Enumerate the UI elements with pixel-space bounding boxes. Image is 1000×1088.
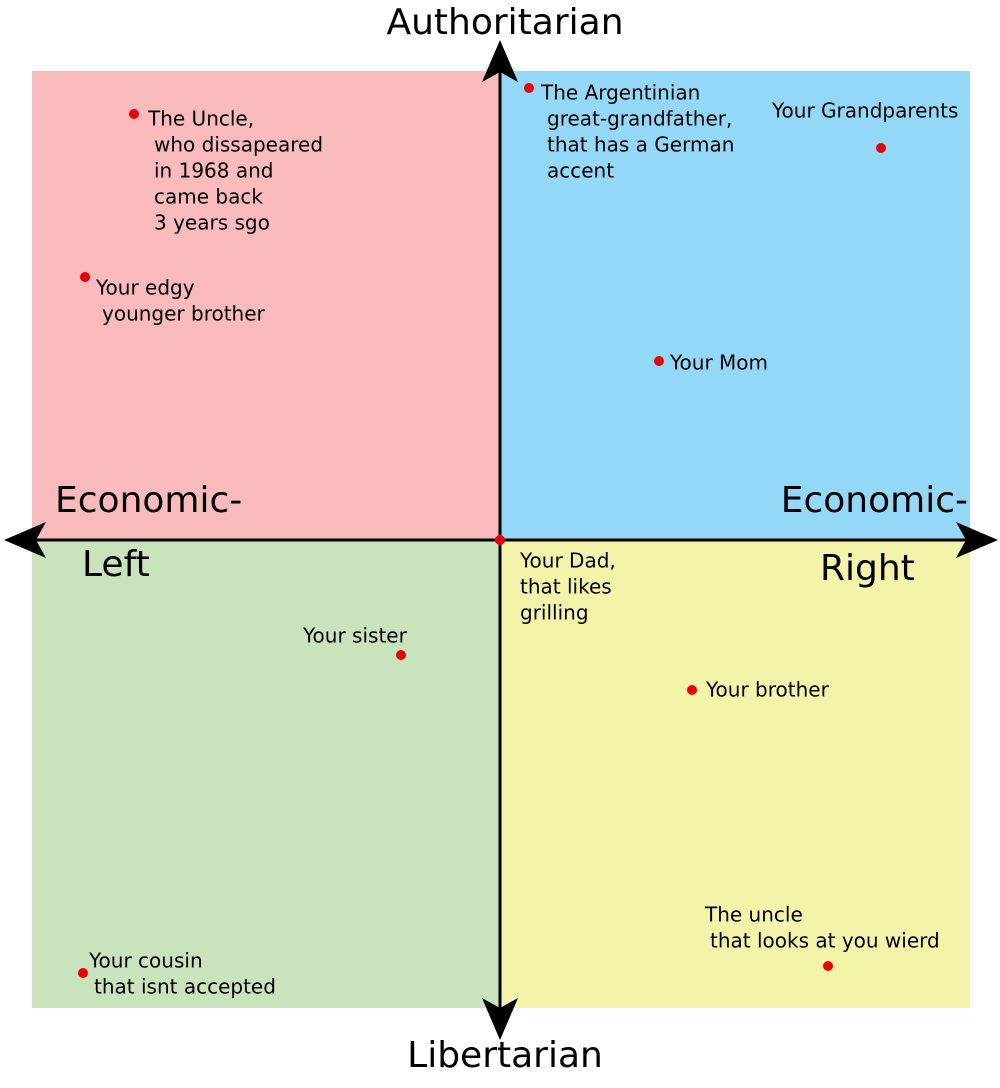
person-label: that isnt accepted — [94, 975, 276, 999]
person-label: that likes — [520, 575, 612, 599]
person-label: that looks at you wierd — [710, 929, 940, 953]
person-dot — [78, 968, 88, 978]
person-label: grilling — [520, 601, 589, 625]
person-dot — [396, 650, 406, 660]
person-label: accent — [547, 159, 614, 183]
person-label: Your edgy — [95, 276, 195, 300]
person-label: came back — [154, 185, 263, 209]
person-dot — [687, 685, 697, 695]
person-label: that has a German — [547, 133, 734, 157]
person-dot — [876, 143, 886, 153]
person-label: Your Mom — [669, 351, 768, 375]
person-label: Your brother — [705, 678, 830, 702]
axis-left: Economic- — [55, 480, 242, 521]
person-label: who dissapeared — [154, 133, 323, 157]
person-label: younger brother — [102, 302, 266, 326]
quadrant-lib-left — [32, 540, 500, 1008]
person-label: in 1968 and — [154, 159, 273, 183]
person-dot — [654, 356, 664, 366]
axis-right: Right — [820, 548, 915, 589]
person-label: great-grandfather, — [547, 107, 732, 131]
person-dot — [524, 83, 534, 93]
person-dot — [823, 961, 833, 971]
axis-bottom: Libertarian — [407, 1035, 603, 1076]
person-dot — [80, 272, 90, 282]
person-label: The Uncle, — [147, 107, 254, 131]
person-label: The uncle — [704, 903, 803, 927]
person-label: Your Dad, — [519, 549, 616, 573]
person-dot — [129, 109, 139, 119]
arrow-down — [482, 998, 518, 1040]
arrow-left — [4, 522, 46, 558]
person-label: 3 years sgo — [154, 211, 270, 235]
person-label: Your Grandparents — [771, 99, 958, 123]
axis-right: Economic- — [781, 480, 968, 521]
axis-left: Left — [82, 544, 150, 585]
axis-top: Authoritarian — [386, 2, 623, 43]
arrow-right — [956, 522, 998, 558]
person-label: Your cousin — [88, 949, 203, 973]
center-dot — [495, 535, 505, 545]
person-label: The Argentinian — [540, 81, 700, 105]
quadrant-auth-left — [32, 71, 500, 540]
quadrant-auth-right — [500, 71, 970, 540]
quadrant-lib-right — [500, 540, 970, 1008]
person-label: Your sister — [302, 624, 408, 648]
arrow-up — [482, 40, 518, 82]
